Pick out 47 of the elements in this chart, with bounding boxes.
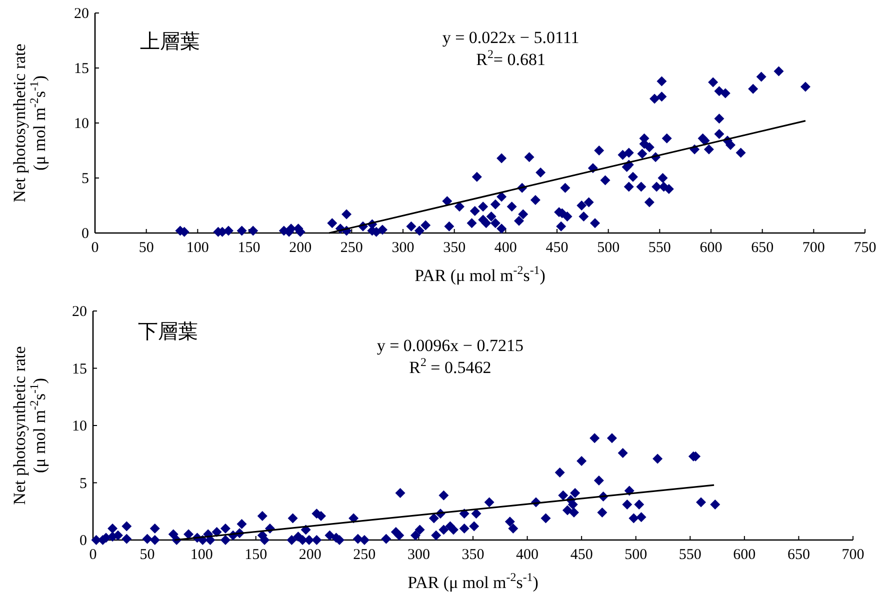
x-tick-label: 300 xyxy=(407,547,430,563)
x-tick-label: 550 xyxy=(648,240,671,256)
y-tick-label: 5 xyxy=(82,171,89,187)
x-tick-label: 600 xyxy=(700,240,722,256)
y-tick-label: 10 xyxy=(74,116,89,132)
annotation: y = 0.0096x − 0.7215 xyxy=(376,336,524,355)
x-tick-label: 650 xyxy=(787,547,810,563)
y-tick-label: 10 xyxy=(72,418,87,434)
x-tick-label: 100 xyxy=(190,547,213,563)
y-tick-label: 15 xyxy=(72,361,87,378)
y-tick-label: 15 xyxy=(74,61,89,77)
y-tick-label: 0 xyxy=(80,533,87,549)
x-tick-label: 700 xyxy=(802,240,825,256)
x-tick-label: 150 xyxy=(244,547,268,563)
x-tick-label: 400 xyxy=(516,547,539,563)
x-axis-title: PAR (μ mol m$^{-2}$s$^{-1}$) xyxy=(408,570,538,592)
x-tick-label: 650 xyxy=(751,240,774,256)
x-tick-label: 750 xyxy=(854,240,876,256)
annotation: y = 0.022x − 5.0111 xyxy=(442,28,580,47)
x-tick-label: 150 xyxy=(238,240,260,256)
x-tick-label: 50 xyxy=(140,547,155,563)
x-tick-label: 100 xyxy=(186,240,209,256)
x-tick-label: 600 xyxy=(733,547,756,563)
x-tick-label: 200 xyxy=(289,240,312,256)
y-tick-label: 20 xyxy=(72,304,87,320)
x-tick-label: 350 xyxy=(443,240,466,256)
y-tick-label: 0 xyxy=(82,226,89,242)
x-tick-label: 300 xyxy=(392,240,414,256)
x-tick-label: 700 xyxy=(842,547,864,563)
x-tick-label: 500 xyxy=(624,547,648,563)
x-tick-label: 250 xyxy=(340,240,363,256)
y-tick-label: 20 xyxy=(74,6,89,22)
x-tick-label: 350 xyxy=(462,547,484,563)
annotation: R$^{2}$ = 0.5462 xyxy=(409,355,492,377)
x-tick-label: 550 xyxy=(678,547,702,563)
x-tick-label: 50 xyxy=(138,240,154,256)
text: 上層葉 xyxy=(140,31,200,53)
annotation: R$^{2}$= 0.681 xyxy=(476,47,546,69)
x-tick-label: 450 xyxy=(546,240,568,256)
text: 下層葉 xyxy=(138,321,198,343)
y-tick-label: 5 xyxy=(80,476,87,492)
x-tick-label: 250 xyxy=(353,547,376,563)
x-tick-label: 200 xyxy=(298,547,322,563)
x-tick-label: 450 xyxy=(570,547,593,563)
x-axis-title: PAR (μ mol m$^{-2}$s$^{-1}$) xyxy=(414,263,546,285)
x-tick-label: 500 xyxy=(597,240,620,256)
x-tick-label: 400 xyxy=(494,240,517,256)
